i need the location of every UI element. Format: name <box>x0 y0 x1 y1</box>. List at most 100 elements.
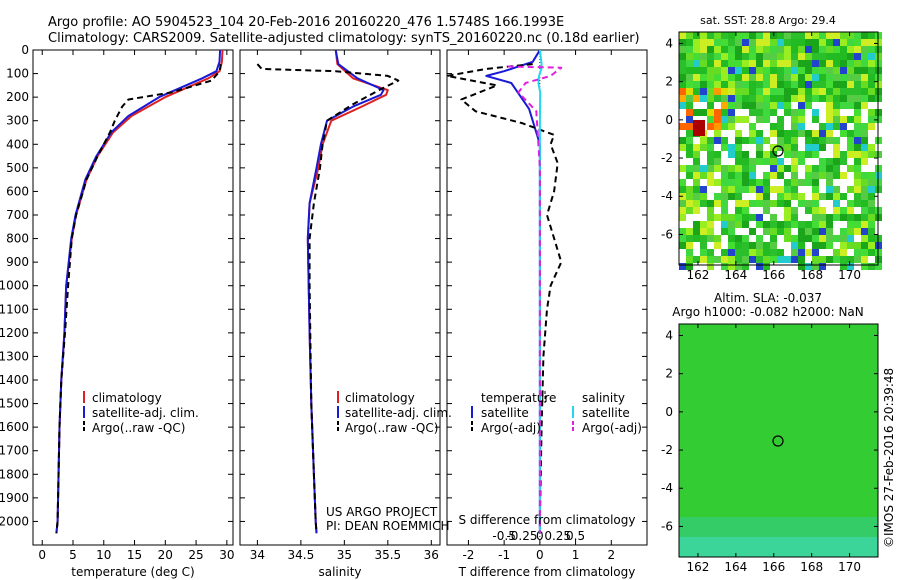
sst-cell <box>686 74 693 81</box>
x-tick-label: 15 <box>127 548 142 562</box>
sst-cell <box>707 256 714 263</box>
sst-hotspot <box>693 120 705 136</box>
sst-cell <box>728 263 735 270</box>
sst-cell <box>707 249 714 256</box>
sst-cell <box>847 74 854 81</box>
sst-cell <box>721 144 728 151</box>
map-x-tick-label: 162 <box>686 560 709 574</box>
sst-cell <box>714 263 721 270</box>
header-line-2: Climatology: CARS2009. Satellite-adjuste… <box>48 31 640 46</box>
sst-cell <box>700 74 707 81</box>
sst-cell <box>756 228 763 235</box>
sst-cell <box>728 67 735 74</box>
sst-cell <box>707 39 714 46</box>
sst-cell <box>763 95 770 102</box>
sst-cell <box>812 165 819 172</box>
sst-cell <box>805 263 812 270</box>
sst-cell <box>840 53 847 60</box>
sst-cell <box>854 249 861 256</box>
sst-cell <box>791 158 798 165</box>
sst-cell <box>735 116 742 123</box>
sst-cell <box>791 256 798 263</box>
sst-cell <box>833 32 840 39</box>
sst-cell <box>812 137 819 144</box>
sst-cell <box>714 172 721 179</box>
sst-cell <box>812 67 819 74</box>
sst-cell <box>833 165 840 172</box>
sst-cell <box>700 221 707 228</box>
sst-cell <box>777 179 784 186</box>
sst-cell <box>700 46 707 53</box>
s-scale-label: 0.25 <box>544 529 571 543</box>
sst-cell <box>791 242 798 249</box>
sst-cell <box>679 46 686 53</box>
sst-cell <box>805 95 812 102</box>
sst-cell <box>728 179 735 186</box>
sst-cell <box>742 88 749 95</box>
sst-cell <box>791 200 798 207</box>
sst-cell <box>714 116 721 123</box>
sst-cell <box>679 179 686 186</box>
sst-cell <box>756 137 763 144</box>
sst-cell <box>868 193 875 200</box>
sst-cell <box>868 172 875 179</box>
sst-cell <box>756 67 763 74</box>
sst-cell <box>826 116 833 123</box>
x-tick-label: 36 <box>424 548 439 562</box>
sst-cell <box>749 95 756 102</box>
sst-cell <box>777 109 784 116</box>
sst-cell <box>868 242 875 249</box>
sst-cell <box>840 158 847 165</box>
sst-cell <box>847 263 854 270</box>
sst-cell <box>840 228 847 235</box>
difference-x-label: T difference from climatology <box>458 565 636 579</box>
sst-cell <box>721 158 728 165</box>
sst-cell <box>742 235 749 242</box>
sst-cell <box>847 200 854 207</box>
sst-cell <box>791 207 798 214</box>
sst-cell <box>707 32 714 39</box>
sst-cell <box>735 39 742 46</box>
sst-cell <box>819 46 826 53</box>
map-x-tick-label: 170 <box>838 268 861 282</box>
sst-cell <box>763 172 770 179</box>
sst-cell <box>798 130 805 137</box>
sst-cell <box>847 242 854 249</box>
sst-cell <box>826 221 833 228</box>
sst-cell <box>854 151 861 158</box>
sst-cell <box>686 186 693 193</box>
sst-cell <box>819 263 826 270</box>
sst-cell <box>791 102 798 109</box>
sst-cell <box>686 67 693 74</box>
sst-cell <box>707 228 714 235</box>
sst-cell <box>749 60 756 67</box>
sst-cell <box>749 235 756 242</box>
sst-cell <box>721 235 728 242</box>
sst-cell <box>847 81 854 88</box>
sst-cell <box>742 46 749 53</box>
sst-cell <box>728 39 735 46</box>
sst-cell <box>840 123 847 130</box>
sst-cell <box>714 53 721 60</box>
sst-cell <box>777 67 784 74</box>
sst-cell <box>742 186 749 193</box>
sst-cell <box>805 102 812 109</box>
sst-cell <box>819 81 826 88</box>
sst-cell <box>812 235 819 242</box>
sst-cell <box>868 228 875 235</box>
y-tick-label: 1600 <box>0 420 29 434</box>
sst-cell <box>819 109 826 116</box>
sst-cell <box>805 235 812 242</box>
sst-cell <box>770 116 777 123</box>
sst-cell <box>693 200 700 207</box>
sst-cell <box>693 102 700 109</box>
sst-cell <box>707 207 714 214</box>
sst-cell <box>847 214 854 221</box>
sst-cell <box>798 116 805 123</box>
sst-cell <box>749 228 756 235</box>
sst-cell <box>784 151 791 158</box>
sst-cell <box>791 95 798 102</box>
sst-cell <box>868 186 875 193</box>
sst-cell <box>693 221 700 228</box>
sst-cell <box>833 123 840 130</box>
